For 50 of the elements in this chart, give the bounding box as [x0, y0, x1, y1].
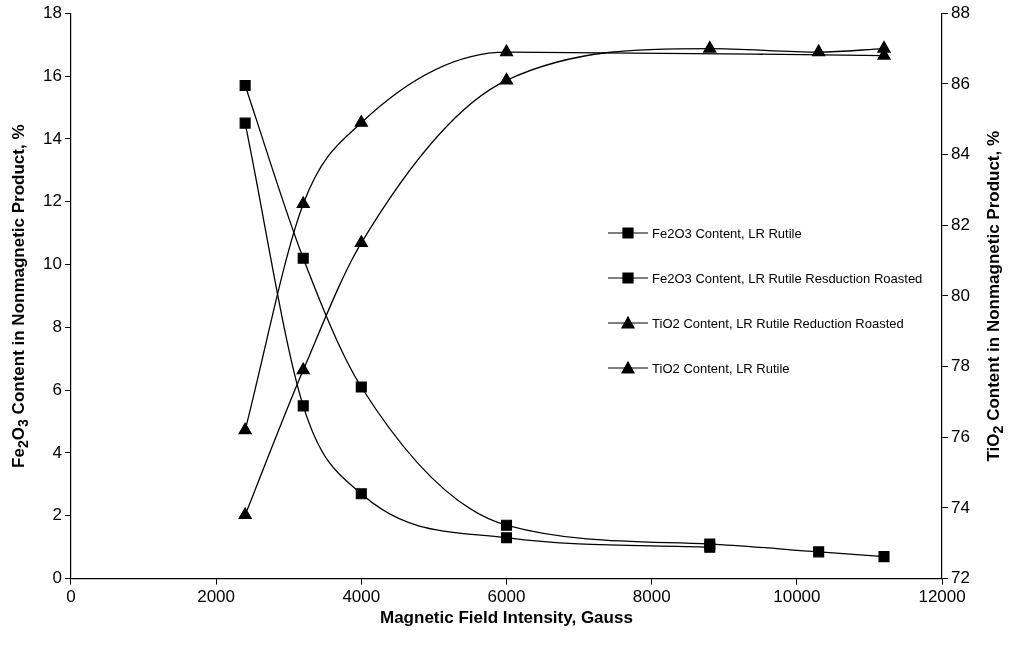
y-tick-label: 0	[52, 568, 62, 588]
y2-tick-label: 74	[951, 497, 971, 517]
x-tick-label: 4000	[342, 587, 381, 607]
point	[703, 40, 717, 53]
x-tick-label: 6000	[487, 587, 526, 607]
point	[354, 235, 368, 247]
point	[499, 44, 514, 57]
point	[355, 381, 367, 393]
point	[813, 546, 825, 558]
y2-tick-label: 72	[951, 568, 971, 588]
point	[355, 488, 367, 500]
y-tick-label: 18	[42, 2, 62, 22]
x-axis-title: Magnetic Field Intensity, Gauss	[380, 608, 633, 628]
legend-label: Fe2O3 Content, LR Rutile Resduction Roasted	[652, 270, 923, 286]
point	[297, 252, 309, 264]
y2-tick-label: 82	[951, 214, 971, 234]
y2-tick-label: 76	[951, 426, 971, 446]
point	[297, 400, 309, 412]
y-tick-label: 14	[42, 128, 62, 148]
point	[500, 519, 513, 531]
x-tick-label: 2000	[197, 587, 236, 607]
x-tick-label: 0	[66, 587, 76, 607]
y-tick-label: 2	[52, 505, 62, 525]
x-tick-label: 8000	[632, 587, 671, 607]
point	[500, 532, 513, 544]
point	[878, 551, 890, 563]
y-tick-label: 8	[52, 317, 62, 336]
y2-tick-label: 78	[951, 356, 971, 376]
point	[499, 72, 514, 85]
y-tick-label: 6	[52, 379, 62, 399]
x-tick-label: 10000	[773, 587, 821, 607]
point	[296, 362, 310, 375]
y2-tick-label: 84	[951, 144, 971, 164]
y2-tick-label: 80	[951, 285, 971, 305]
y-tick-label: 16	[42, 65, 62, 85]
point	[354, 115, 368, 127]
x-tick-label: 12000	[918, 587, 966, 607]
point	[296, 196, 310, 209]
y-tick-label: 10	[42, 254, 62, 274]
y-tick-label: 12	[42, 191, 62, 211]
point	[239, 117, 251, 129]
y2-tick-label: 88	[951, 2, 971, 22]
point	[239, 79, 251, 91]
point	[238, 422, 252, 435]
point	[238, 507, 252, 520]
y2-tick-label: 86	[951, 73, 971, 93]
y-tick-label: 4	[52, 442, 62, 462]
legend-label: TiO2 Content, LR Rutile	[652, 360, 790, 376]
legend-label: Fe2O3 Content, LR Rutile	[652, 225, 802, 241]
legend-label: TiO2 Content, LR Rutile Reduction Roasted	[652, 315, 904, 331]
